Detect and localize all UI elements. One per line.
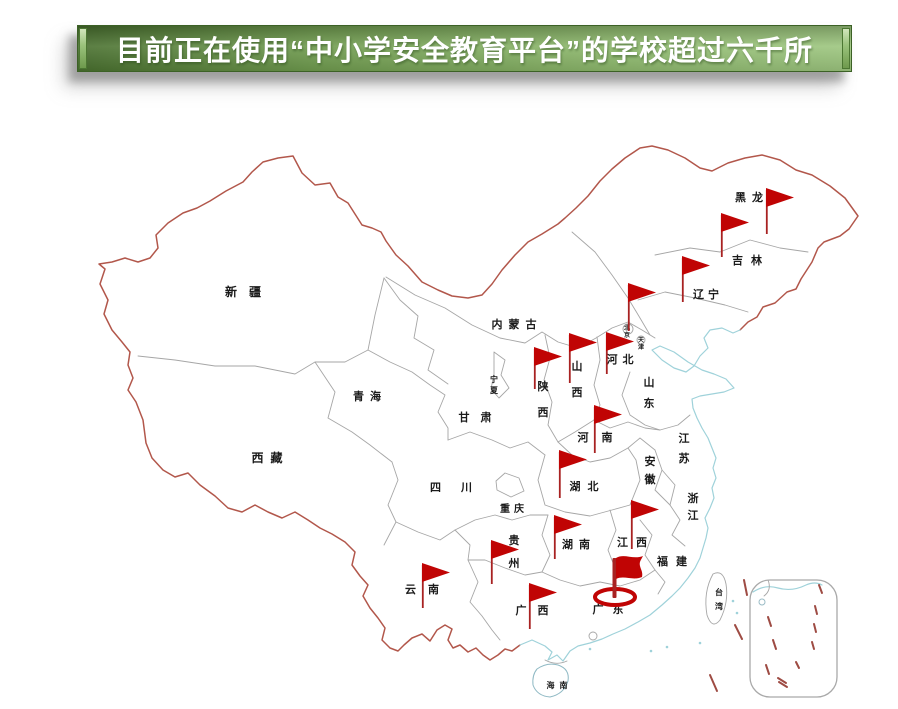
label-湖南: 湖南 — [562, 537, 596, 551]
coastline — [519, 327, 741, 662]
label-广西: 广西 — [516, 603, 560, 617]
label-福建: 福建 — [656, 554, 695, 568]
flag-吉林 — [681, 256, 710, 302]
label-北京: 北京 — [624, 324, 630, 339]
label-江苏: 江苏 — [679, 431, 690, 465]
flag-黑龙江 — [765, 188, 794, 234]
banner: 目前正在使用“中小学安全教育平台”的学校超过六千所 — [77, 25, 852, 72]
label-天津: 天津 — [638, 337, 644, 351]
islands — [532, 572, 728, 698]
flag-贵州 — [490, 540, 519, 584]
label-浙江: 浙江 — [688, 491, 699, 522]
nine-dash-lines — [709, 579, 823, 692]
flag-广西 — [528, 583, 557, 629]
flag-江西 — [630, 500, 659, 549]
label-辽宁: 辽宁 — [693, 287, 723, 301]
label-台湾: 台湾 — [715, 587, 723, 611]
flag-黑龙江 — [720, 213, 749, 257]
label-黑龙: 黑龙 — [735, 190, 769, 204]
label-吉林: 吉林 — [732, 253, 770, 267]
flag-湖北 — [558, 450, 587, 498]
label-贵州: 贵州 — [508, 533, 520, 570]
label-山东: 山东 — [644, 375, 655, 410]
label-陕西: 陕西 — [538, 379, 549, 419]
banner-bevel-right — [842, 28, 850, 69]
label-海南: 海南 — [547, 680, 573, 690]
label-青海: 青海 — [353, 389, 387, 403]
label-内蒙古: 内蒙古 — [492, 317, 543, 331]
flag-河北 — [605, 332, 634, 374]
label-山西: 山西 — [572, 359, 583, 399]
label-湖北: 湖北 — [570, 479, 606, 493]
flag-河南 — [593, 405, 622, 453]
province-flags — [421, 188, 794, 629]
flag-云南 — [421, 563, 450, 608]
south-china-sea-inset — [749, 579, 838, 698]
flag-湖南 — [553, 515, 582, 559]
guangdong-marker — [593, 556, 643, 607]
label-西藏: 西藏 — [251, 450, 289, 465]
label-云南: 云南 — [405, 582, 451, 596]
label-河北: 河北 — [607, 352, 639, 366]
flag-辽宁 — [627, 283, 656, 331]
label-河南: 河南 — [578, 430, 626, 444]
label-甘肃: 甘肃 — [459, 410, 503, 424]
label-重庆: 重庆 — [500, 502, 528, 515]
taiwan-island — [705, 572, 728, 625]
label-新疆: 新疆 — [225, 284, 273, 299]
banner-bevel-left — [79, 28, 87, 69]
flag-山西 — [568, 333, 597, 383]
flag-陕西 — [533, 347, 562, 389]
label-宁夏: 宁夏 — [489, 374, 499, 395]
label-安徽: 安徽 — [644, 454, 657, 486]
national-border — [98, 145, 859, 661]
label-江西: 江西 — [617, 535, 655, 549]
label-四川: 四川 — [430, 481, 492, 494]
hainan-island — [532, 663, 569, 698]
banner-title: 目前正在使用“中小学安全教育平台”的学校超过六千所 — [115, 34, 813, 66]
